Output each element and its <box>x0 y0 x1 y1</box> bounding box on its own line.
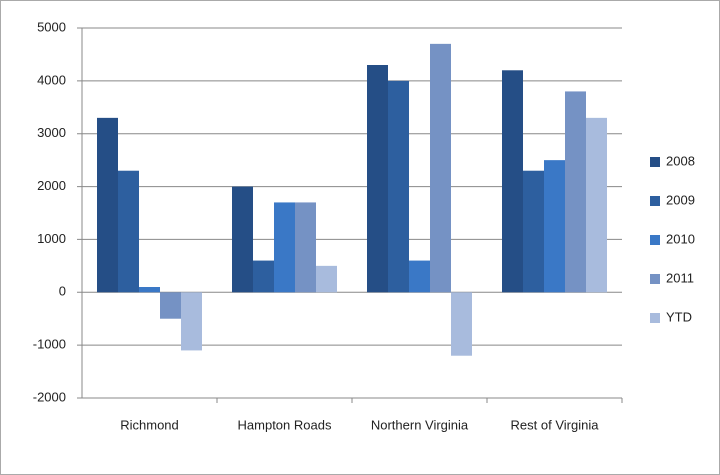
bar <box>295 202 316 293</box>
y-tick-label: -1000 <box>33 337 66 352</box>
bar <box>544 160 565 293</box>
bar <box>139 287 160 293</box>
x-tick-label: Richmond <box>120 417 179 432</box>
legend-swatch <box>650 235 660 245</box>
bar <box>388 80 409 293</box>
legend-label: YTD <box>666 309 692 324</box>
bar <box>502 70 523 293</box>
bar <box>367 65 388 293</box>
bar <box>160 292 181 319</box>
x-tick-label: Northern Virginia <box>371 417 469 432</box>
bar <box>274 202 295 293</box>
legend-swatch <box>650 274 660 284</box>
y-tick-label: 3000 <box>37 125 66 140</box>
x-tick-label: Rest of Virginia <box>511 417 600 432</box>
bar <box>430 43 451 293</box>
legend-label: 2009 <box>666 192 695 207</box>
bar <box>316 265 337 293</box>
legend-swatch <box>650 196 660 206</box>
bar <box>451 292 472 356</box>
legend-label: 2008 <box>666 153 695 168</box>
legend-swatch <box>650 313 660 323</box>
bar <box>181 292 202 351</box>
y-tick-label: -2000 <box>33 389 66 404</box>
bar <box>118 170 139 293</box>
bar <box>97 117 118 293</box>
y-tick-label: 5000 <box>37 19 66 34</box>
y-tick-label: 0 <box>59 284 66 299</box>
bar <box>586 117 607 293</box>
legend-label: 2010 <box>666 231 695 246</box>
legend-swatch <box>650 157 660 167</box>
bar <box>409 260 430 293</box>
bar <box>565 91 586 293</box>
y-tick-label: 1000 <box>37 231 66 246</box>
y-tick-label: 2000 <box>37 178 66 193</box>
bar <box>253 260 274 293</box>
y-tick-label: 4000 <box>37 72 66 87</box>
bar <box>232 186 253 293</box>
legend-label: 2011 <box>666 270 694 285</box>
bar <box>523 170 544 293</box>
x-tick-label: Hampton Roads <box>238 417 332 432</box>
